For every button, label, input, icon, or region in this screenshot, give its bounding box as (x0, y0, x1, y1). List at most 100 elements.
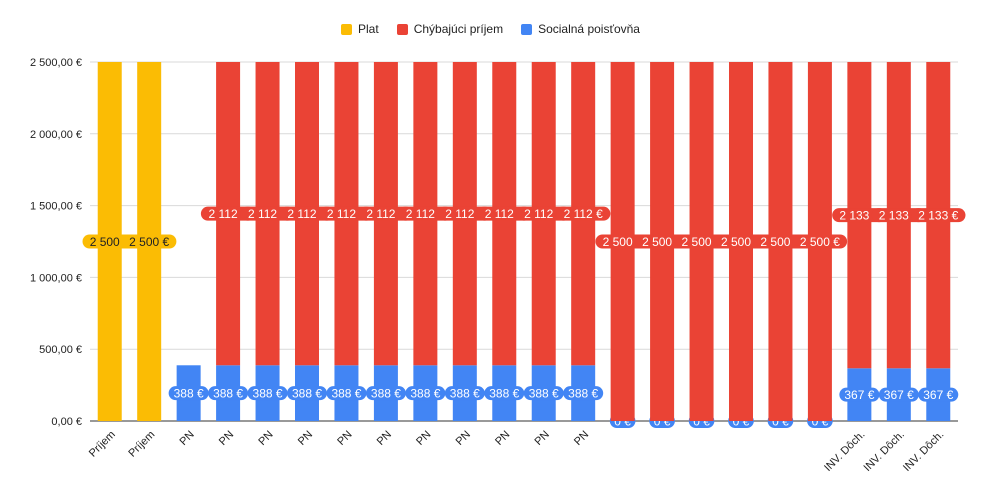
data-label-text: 388 € (371, 387, 401, 401)
x-tick-label: PN (533, 429, 552, 448)
x-tick-label: INV. Dôch. (862, 429, 907, 474)
x-tick-label: PN (296, 429, 315, 448)
x-tick-label: PN (375, 429, 394, 448)
data-label-bg (444, 386, 485, 401)
data-label-bg (208, 386, 249, 401)
y-tick-label: 0,00 € (51, 416, 82, 428)
data-label-text: 2 112 € (366, 207, 405, 221)
data-label-text: 2 500 € (642, 235, 682, 249)
data-label-text: 388 € (292, 387, 322, 401)
chart-legend: Plat Chýbajúci príjem Socialná poisťovňa (0, 22, 981, 36)
data-label-text: 388 € (450, 387, 480, 401)
data-label-text: 2 112 € (287, 207, 326, 221)
y-tick-label: 1 500,00 € (30, 201, 82, 213)
data-label: 388 € (523, 386, 564, 401)
x-tick-label: PN (414, 429, 433, 448)
data-label-text: 2 112 € (445, 207, 484, 221)
data-label: 388 € (168, 386, 209, 401)
x-tick-label: PN (454, 429, 473, 448)
data-label-bg (121, 234, 177, 249)
data-label-text: 2 112 € (248, 207, 287, 221)
legend-label-chybajuci-prijem: Chýbajúci príjem (413, 22, 504, 36)
x-tick-label: PN (493, 429, 512, 448)
data-label-text: 367 € (844, 388, 874, 402)
data-label-text: 2 500 € (90, 235, 130, 249)
data-label: 388 € (208, 386, 249, 401)
data-label-text: 2 500 € (721, 235, 761, 249)
data-label-bg (918, 387, 959, 402)
data-label-bg (523, 386, 564, 401)
legend-swatch-chybajuci-prijem (396, 23, 408, 35)
x-tick-label: PN (217, 429, 236, 448)
data-label-text: 388 € (213, 387, 243, 401)
data-label-text: 367 € (923, 388, 953, 402)
data-label-text: 367 € (884, 388, 914, 402)
data-label-bg (326, 386, 367, 401)
data-label-bg (555, 206, 611, 221)
legend-item-plat[interactable]: Plat (341, 22, 379, 36)
data-label-text: 2 112 € (327, 207, 366, 221)
data-label-text: 2 112 € (564, 207, 603, 221)
data-label-text: 2 500 € (129, 235, 169, 249)
x-tick-label: PN (335, 429, 354, 448)
data-label-text: 2 500 € (800, 235, 840, 249)
data-label-text: 388 € (410, 387, 440, 401)
data-label-text: 388 € (568, 387, 598, 401)
data-label: 388 € (287, 386, 327, 401)
data-label: 2 500 € (121, 234, 177, 249)
data-label-text: 2 500 € (682, 235, 722, 249)
legend-item-chybajuci-prijem[interactable]: Chýbajúci príjem (396, 22, 504, 36)
data-label: 388 € (563, 386, 604, 401)
data-label-bg (792, 234, 848, 249)
data-label-text: 388 € (253, 387, 283, 401)
legend-label-plat: Plat (358, 22, 379, 36)
data-label: 388 € (444, 386, 485, 401)
x-tick-label: INV. Dôch. (901, 429, 946, 474)
data-label-bg (839, 387, 880, 402)
x-tick-label: PN (572, 429, 591, 448)
data-label-bg (563, 386, 604, 401)
data-label-bg (911, 208, 966, 223)
data-label-bg (484, 386, 525, 401)
y-tick-label: 1 000,00 € (30, 272, 82, 284)
x-tick-label: Príjem (126, 429, 157, 460)
data-label-text: 2 112 € (406, 207, 445, 221)
data-label-text: 388 € (529, 387, 559, 401)
data-label-text: 2 500 € (603, 235, 643, 249)
data-label-bg (365, 386, 406, 401)
y-tick-label: 2 000,00 € (30, 129, 82, 141)
data-label-text: 2 133 € (839, 209, 879, 223)
y-tick-label: 500,00 € (39, 344, 82, 356)
data-label: 388 € (365, 386, 406, 401)
data-label: 388 € (405, 386, 446, 401)
legend-label-socialna-poistovna: Socialná poisťovňa (538, 22, 640, 36)
data-label: 367 € (839, 387, 880, 402)
data-label-bg (405, 386, 446, 401)
data-label: 2 133 € (911, 208, 966, 223)
x-tick-label: PN (177, 429, 196, 448)
data-label-text: 388 € (331, 387, 361, 401)
data-label-text: 388 € (489, 387, 519, 401)
y-tick-label: 2 500,00 € (30, 57, 82, 69)
data-label-text: 2 500 € (760, 235, 800, 249)
data-label-bg (168, 386, 209, 401)
data-label-text: 2 133 € (879, 209, 919, 223)
data-label-text: 2 112 € (524, 207, 563, 221)
legend-swatch-socialna-poistovna (521, 23, 533, 35)
data-label: 2 500 € (792, 234, 848, 249)
legend-item-socialna-poistovna[interactable]: Socialná poisťovňa (521, 22, 640, 36)
data-label: 388 € (326, 386, 367, 401)
data-label-text: 388 € (174, 387, 204, 401)
data-label-text: 2 112 € (209, 207, 248, 221)
data-label: 2 112 € (555, 206, 611, 221)
data-label: 367 € (878, 387, 919, 402)
data-label: 367 € (918, 387, 959, 402)
x-tick-label: PN (256, 429, 275, 448)
data-label: 388 € (247, 386, 288, 401)
data-label: 388 € (484, 386, 525, 401)
data-label-bg (287, 386, 327, 401)
data-label-bg (878, 387, 919, 402)
data-label-text: 2 112 € (485, 207, 524, 221)
